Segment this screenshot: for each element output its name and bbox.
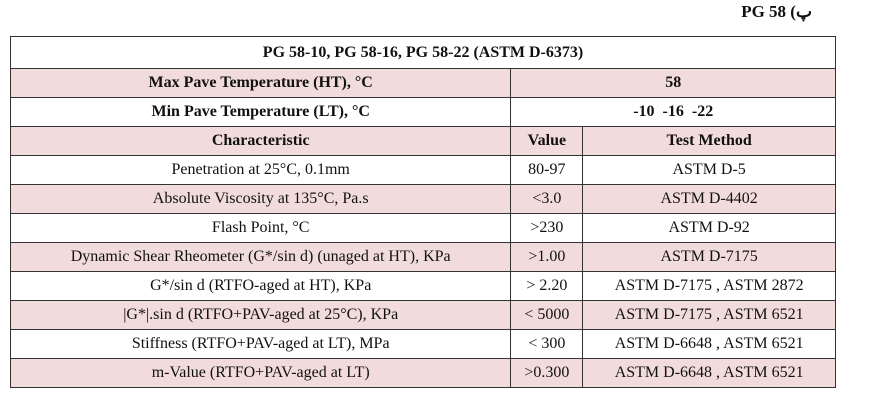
value-cell: <3.0 (510, 184, 584, 214)
characteristic-cell: Penetration at 25°C, 0.1mm (9, 155, 512, 185)
characteristic-cell: |G*|.sin d (RTFO+PAV-aged at 25°C), KPa (9, 300, 512, 330)
value-cell: >1.00 (510, 242, 584, 272)
table-row: Flash Point, °C >230 ASTM D-92 (9, 213, 836, 243)
value-cell: >230 (510, 213, 584, 243)
characteristic-cell: m-Value (RTFO+PAV-aged at LT) (9, 358, 512, 388)
test-method-cell: ASTM D-7175 (582, 242, 836, 272)
table-title: PG 58-10, PG 58-16, PG 58-22 (ASTM D-637… (10, 36, 836, 69)
table-row: Absolute Viscosity at 135°C, Pa.s <3.0 AST… (9, 184, 836, 214)
characteristic-cell: G*/sin d (RTFO-aged at HT), KPa (9, 271, 512, 301)
value-cell: < 300 (510, 329, 584, 359)
test-method-cell: ASTM D-6648 , ASTM 6521 (582, 329, 836, 359)
table-row: m-Value (RTFO+PAV-aged at LT) >0.300 ASTM … (9, 358, 836, 388)
table-caption: PG 58 (پ (741, 2, 812, 21)
characteristic-cell: Flash Point, °C (9, 213, 512, 243)
test-method-cell: ASTM D-92 (582, 213, 836, 243)
table-row: Stiffness (RTFO+PAV-aged at LT), MPa < 30… (9, 329, 836, 359)
table-row: |G*|.sin d (RTFO+PAV-aged at 25°C), KPa <… (9, 300, 836, 330)
test-method-cell: ASTM D-4402 (582, 184, 836, 214)
header-value: Value (510, 126, 584, 156)
header-row: Characteristic Value Test Method (9, 126, 836, 156)
test-method-cell: ASTM D-7175 , ASTM 6521 (582, 300, 836, 330)
value-cell: < 5000 (510, 300, 584, 330)
header-characteristic: Characteristic (9, 126, 512, 156)
value-cell: > 2.20 (510, 271, 584, 301)
test-method-cell: ASTM D-5 (582, 155, 836, 185)
table-row: Penetration at 25°C, 0.1mm 80-97 ASTM D-5 (9, 155, 836, 185)
max-temp-value: 58 (510, 68, 836, 98)
table-title-row: PG 58-10, PG 58-16, PG 58-22 (ASTM D-637… (10, 36, 836, 69)
value-cell: >0.300 (510, 358, 584, 388)
characteristic-cell: Absolute Viscosity at 135°C, Pa.s (9, 184, 512, 214)
table-row: Dynamic Shear Rheometer (G*/sin d) (unag… (9, 242, 836, 272)
test-method-cell: ASTM D-6648 , ASTM 6521 (582, 358, 836, 388)
characteristic-cell: Dynamic Shear Rheometer (G*/sin d) (unag… (9, 242, 512, 272)
min-temp-row: Min Pave Temperature (LT), °C -10 -16 -2… (9, 97, 836, 127)
min-temp-label: Min Pave Temperature (LT), °C (9, 97, 512, 127)
min-temp-value: -10 -16 -22 (510, 97, 836, 127)
test-method-cell: ASTM D-7175 , ASTM 2872 (582, 271, 836, 301)
value-cell: 80-97 (510, 155, 584, 185)
header-test-method: Test Method (582, 126, 836, 156)
table-row: G*/sin d (RTFO-aged at HT), KPa > 2.20 AST… (9, 271, 836, 301)
characteristic-cell: Stiffness (RTFO+PAV-aged at LT), MPa (9, 329, 512, 359)
spec-table: PG 58-10, PG 58-16, PG 58-22 (ASTM D-637… (9, 36, 836, 388)
max-temp-row: Max Pave Temperature (HT), °C 58 (9, 68, 836, 98)
max-temp-label: Max Pave Temperature (HT), °C (9, 68, 512, 98)
